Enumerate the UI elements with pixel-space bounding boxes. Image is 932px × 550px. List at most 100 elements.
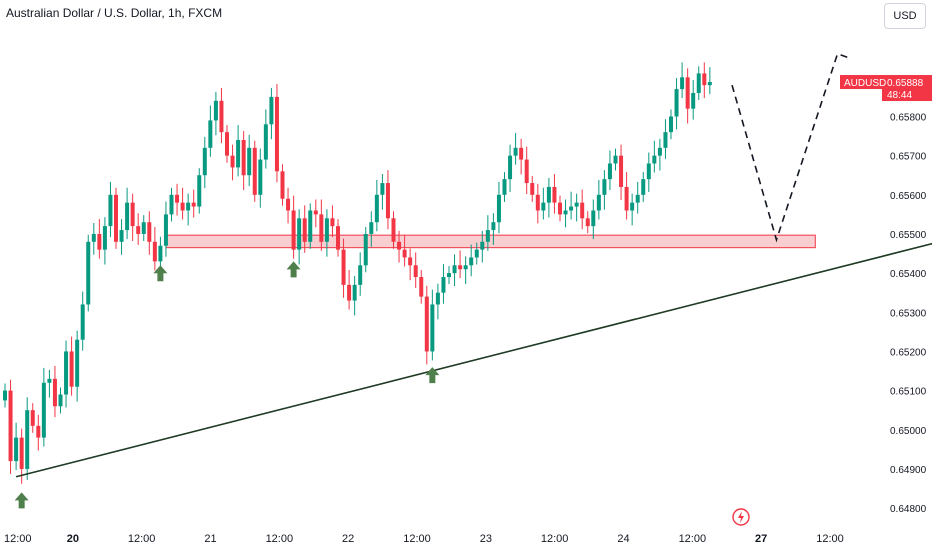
candle-body <box>485 230 490 242</box>
candle <box>646 152 651 193</box>
trendline <box>15 242 932 478</box>
candle <box>563 199 568 228</box>
candle <box>47 369 52 398</box>
candle <box>97 219 102 259</box>
candle-body <box>308 210 313 242</box>
candle <box>180 187 185 220</box>
price-tag-value-bg <box>882 75 932 102</box>
candle <box>64 340 69 408</box>
candle-body <box>102 226 107 250</box>
candle <box>291 195 296 259</box>
candle-body <box>280 171 285 199</box>
candle <box>424 285 429 365</box>
candle-body <box>630 202 635 211</box>
candle <box>480 230 485 263</box>
candle-body <box>491 222 496 231</box>
candle <box>452 254 457 287</box>
candle <box>330 205 335 238</box>
candle <box>247 134 252 187</box>
candle-body <box>175 194 180 203</box>
projection-path <box>731 52 849 243</box>
candle <box>102 217 107 265</box>
candle <box>114 187 118 249</box>
candle-body <box>685 77 690 109</box>
candle-body <box>447 273 451 278</box>
x-tick-label: 23 <box>480 533 492 545</box>
candle <box>463 256 468 285</box>
candle-body <box>219 100 224 133</box>
candle-body <box>435 292 440 305</box>
candle <box>669 109 673 140</box>
candle <box>435 283 440 320</box>
candle <box>258 148 263 208</box>
candle <box>546 177 551 218</box>
candle-body <box>297 218 302 250</box>
candle <box>519 138 524 175</box>
candle-body <box>613 155 618 164</box>
candle-body <box>546 186 551 203</box>
candle-body <box>236 139 241 168</box>
candle-body <box>552 186 557 203</box>
candle-body <box>680 77 685 90</box>
candle-body <box>391 218 396 242</box>
candle-body <box>624 186 629 211</box>
y-tick-label: 0.65500 <box>890 230 927 241</box>
candle <box>86 234 91 312</box>
candle <box>502 172 507 202</box>
candle <box>141 215 146 242</box>
candle <box>630 193 635 226</box>
candle <box>269 87 274 140</box>
price-tag-price: 0.65888 <box>887 78 924 89</box>
candle <box>485 215 490 251</box>
candle <box>341 238 346 298</box>
candle <box>324 209 329 257</box>
candle-body <box>263 124 268 160</box>
candle <box>236 125 241 177</box>
candle <box>596 179 601 220</box>
candle-body <box>8 390 13 462</box>
candle <box>447 266 451 285</box>
candle <box>580 189 585 230</box>
candle <box>441 264 446 304</box>
arrow-up-icon <box>425 367 440 384</box>
candle-body <box>707 82 712 86</box>
candle-body <box>186 202 191 211</box>
candle-body <box>402 249 407 258</box>
x-tick-label: 12:00 <box>266 533 294 545</box>
candle-body <box>252 147 257 195</box>
candle <box>524 146 529 195</box>
candle-body <box>591 210 596 227</box>
candle <box>585 211 590 234</box>
candle <box>169 187 174 222</box>
candle <box>36 414 41 451</box>
candle-body <box>646 163 651 180</box>
candle-body <box>657 147 662 156</box>
candle-body <box>163 214 168 246</box>
candle-body <box>674 89 679 117</box>
candle-body <box>652 155 657 164</box>
candle-body <box>408 257 413 266</box>
candle-body <box>563 210 568 215</box>
y-tick-label: 0.65700 <box>890 152 927 163</box>
candle-body <box>374 194 379 223</box>
candle-body <box>330 218 335 227</box>
candle-body <box>496 194 501 223</box>
candle-body <box>519 147 524 160</box>
price-tag-symbol: AUDUSD <box>844 78 886 89</box>
candle-body <box>241 139 246 176</box>
candle <box>25 397 30 480</box>
currency-button[interactable]: USD <box>884 3 926 29</box>
candle <box>108 181 113 238</box>
candle-body <box>191 202 196 207</box>
candle <box>691 80 696 120</box>
candle-body <box>225 132 229 156</box>
candle <box>530 176 535 202</box>
candle-body <box>341 249 346 285</box>
candle <box>496 181 501 234</box>
candle-body <box>358 265 363 285</box>
tradingview-logo-icon[interactable] <box>732 508 750 526</box>
candle-body <box>607 163 612 180</box>
candle <box>336 219 340 257</box>
candle <box>319 199 324 251</box>
